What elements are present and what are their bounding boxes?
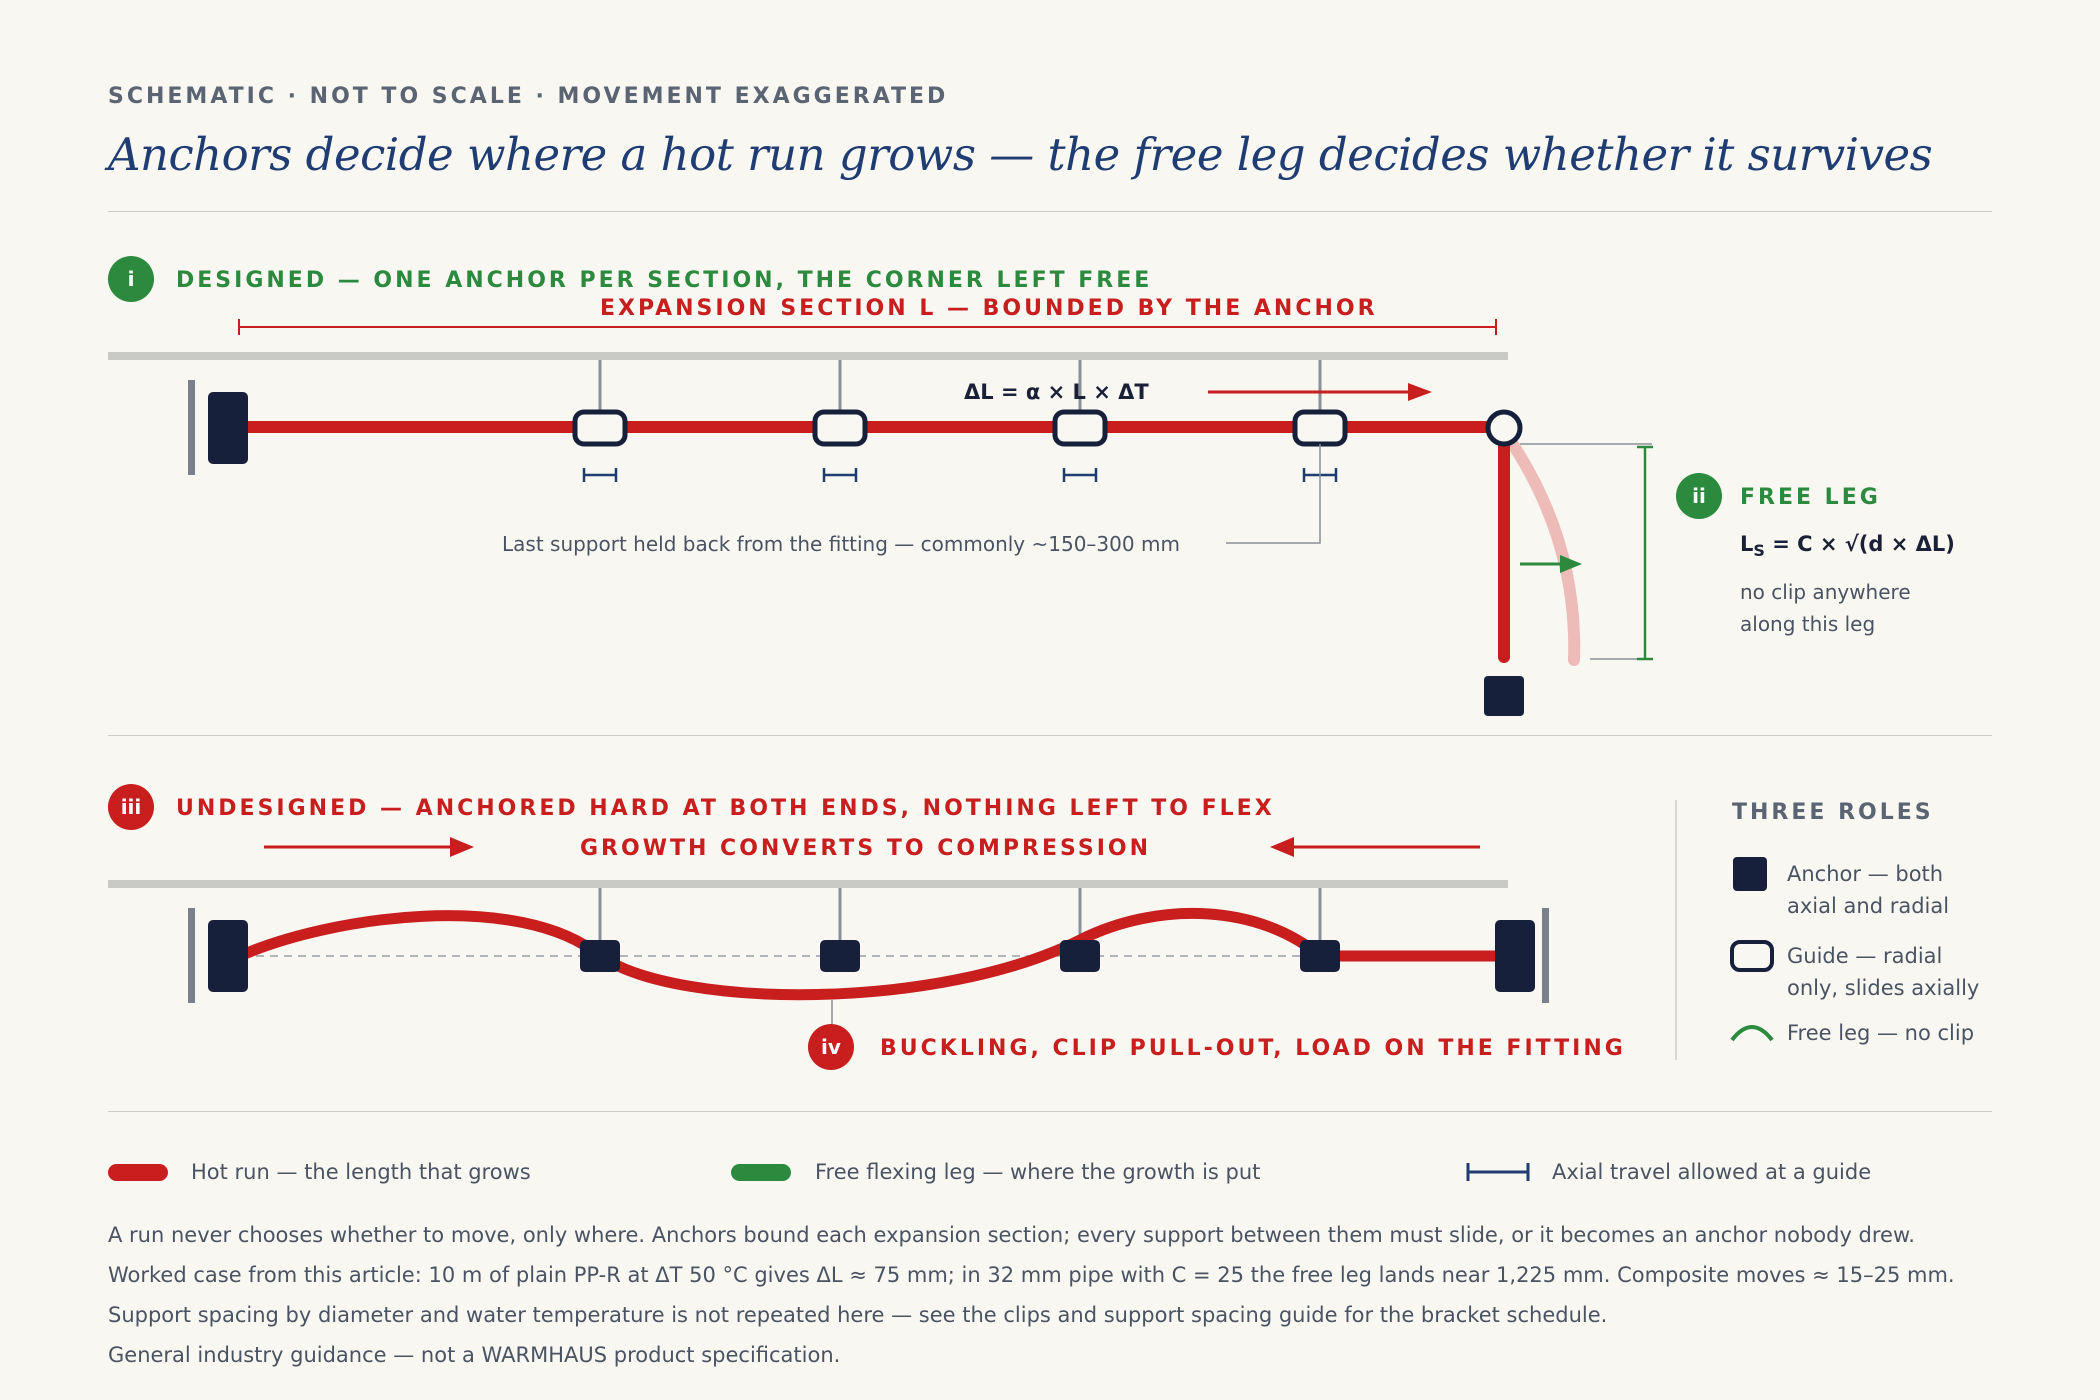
legend-axial-travel-label: Axial travel allowed at a guide	[1552, 1160, 1872, 1184]
free-leg-displaced	[1502, 431, 1581, 666]
note-paragraph: A run never chooses whether to move, onl…	[108, 1223, 1915, 1247]
badge-iv: iv	[808, 1024, 854, 1070]
undesigned-heading: UNDESIGNED — ANCHORED HARD AT BOTH ENDS,…	[176, 796, 1275, 821]
guide-clip	[812, 409, 868, 447]
disclaimer: General industry guidance — not a WARMHA…	[108, 1343, 841, 1367]
free-leg-formula: LS = C × √(d × ΔL)	[1740, 532, 1955, 561]
legend-axial-travel-icon	[1466, 1163, 1530, 1181]
anchor-left-lower	[208, 920, 248, 992]
role-anchor-label: Anchor — both axial and radial	[1787, 862, 1950, 918]
wall-left	[188, 380, 195, 475]
badge-ii: ii	[1676, 473, 1722, 519]
free-leg-note: no clip anywhere along this leg	[1740, 580, 1911, 636]
hanger-rods-lower	[598, 888, 1322, 942]
wall-right-lower	[1542, 908, 1549, 1003]
free-leg-anchor	[1484, 676, 1524, 716]
note-paragraph: Support spacing by diameter and water te…	[108, 1303, 1608, 1327]
role-free-leg-label: Free leg — no clip	[1787, 1021, 1975, 1045]
buckled-pipe	[237, 908, 1500, 1001]
guide-clips	[572, 409, 1348, 447]
deflection-arrow	[1520, 555, 1582, 573]
divider	[108, 211, 1992, 212]
support-note: Last support held back from the fitting …	[502, 532, 1180, 556]
compression-label: GROWTH CONVERTS TO COMPRESSION	[580, 836, 1152, 861]
free-leg-heading: FREE LEG	[1740, 485, 1881, 510]
roles-heading: THREE ROLES	[1732, 800, 1934, 825]
elbow-fitting	[1485, 409, 1523, 447]
role-free-leg-icon	[1730, 1025, 1774, 1042]
guide-clip	[1052, 409, 1108, 447]
kicker-label: SCHEMATIC · NOT TO SCALE · MOVEMENT EXAG…	[108, 84, 949, 109]
support-note-leader	[1226, 444, 1321, 544]
compression-arrow-left	[264, 837, 474, 857]
wall-left-lower	[188, 908, 195, 1003]
guide-clip	[572, 409, 628, 447]
legend-hot-run-swatch	[108, 1164, 168, 1181]
compression-arrow-right	[1270, 837, 1480, 857]
badge-iii: iii	[108, 784, 154, 830]
legend-hot-run-label: Hot run — the length that grows	[191, 1160, 531, 1184]
note-paragraph: Worked case from this article: 10 m of p…	[108, 1263, 1955, 1287]
legend-free-leg-label: Free flexing leg — where the growth is p…	[815, 1160, 1261, 1184]
anchor-right-lower	[1495, 920, 1535, 992]
ceiling-slab-lower	[108, 880, 1508, 888]
badge-i: i	[108, 256, 154, 302]
role-guide-label: Guide — radial only, slides axially	[1787, 944, 1980, 1000]
guide-clip	[1292, 409, 1348, 447]
divider	[108, 1111, 1992, 1112]
designed-heading: DESIGNED — ONE ANCHOR PER SECTION, THE C…	[176, 268, 1153, 293]
expansion-section-dimension	[238, 319, 1497, 335]
locked-clips	[580, 940, 1340, 972]
expansion-section-label: EXPANSION SECTION L — BOUNDED BY THE ANC…	[600, 296, 1378, 321]
free-leg-pipe	[1498, 437, 1510, 663]
anchor-block	[208, 392, 248, 464]
hanger-rods	[598, 360, 1322, 412]
legend-free-leg-swatch	[731, 1164, 791, 1181]
growth-arrow	[1208, 383, 1432, 401]
free-leg-length-dimension	[1520, 443, 1653, 661]
divider	[108, 735, 1992, 736]
page-title: Anchors decide where a hot run grows — t…	[108, 128, 1933, 181]
role-guide-icon	[1730, 940, 1774, 972]
role-anchor-icon	[1733, 857, 1767, 891]
failure-label: BUCKLING, CLIP PULL-OUT, LOAD ON THE FIT…	[880, 1036, 1626, 1061]
ceiling-slab	[108, 352, 1508, 360]
axial-travel-marks	[582, 468, 1338, 482]
expansion-formula: ΔL = α × L × ΔT	[964, 380, 1149, 404]
